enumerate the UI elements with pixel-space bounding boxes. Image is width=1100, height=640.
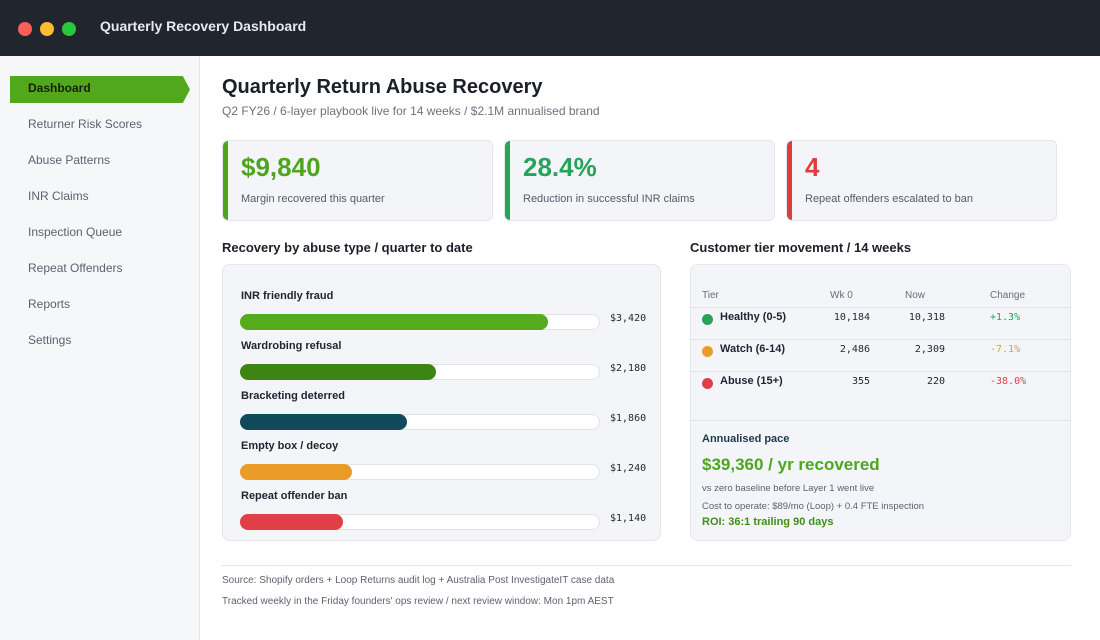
wk0-value: 2,486 (839, 344, 870, 355)
sidebar-item-repeat-offenders[interactable]: Repeat Offenders (28, 261, 123, 275)
recovery-panel: INR friendly fraud $3,420 Wardrobing ref… (222, 264, 661, 541)
bar-fill (240, 364, 436, 380)
status-dot (702, 314, 713, 325)
kpi-accent-bar (223, 141, 228, 220)
status-dot (702, 346, 713, 357)
row-divider (691, 307, 1070, 308)
sidebar-item-inr-claims[interactable]: INR Claims (28, 189, 89, 203)
now-value: 10,318 (908, 312, 945, 323)
bar-label: INR friendly fraud (241, 290, 334, 302)
bar-value: $1,240 (610, 463, 647, 474)
pace-title: Annualised pace (702, 433, 790, 445)
kpi-card-repeat-offenders: 4 Repeat offenders escalated to ban (786, 140, 1057, 221)
sidebar-item-settings[interactable]: Settings (28, 333, 72, 347)
row-divider (691, 371, 1070, 372)
kpi-card-margin-recovered: $9,840 Margin recovered this quarter (222, 140, 493, 221)
wk0-value: 355 (851, 376, 870, 387)
bar-value: $1,860 (610, 413, 647, 424)
tier-name: Healthy (0-5) (720, 311, 787, 323)
sidebar-item-inspection-queue[interactable]: Inspection Queue (28, 225, 123, 239)
kpi-accent-bar (787, 141, 792, 220)
bar-value: $1,140 (610, 513, 647, 524)
column-header-now: Now (905, 290, 926, 301)
now-value: 2,309 (914, 344, 945, 355)
sidebar-item-abuse-patterns[interactable]: Abuse Patterns (28, 153, 111, 167)
pace-note: vs zero baseline before Layer 1 went liv… (702, 483, 875, 494)
recovery-section-title: Recovery by abuse type / quarter to date (222, 240, 473, 255)
bar-value: $2,180 (610, 363, 647, 374)
kpi-value: 28.4% (523, 152, 597, 182)
wk0-value: 10,184 (833, 312, 870, 323)
sidebar-item-returner-risk-scores[interactable]: Returner Risk Scores (28, 117, 143, 131)
kpi-card-inr-reduction: 28.4% Reduction in successful INR claims (504, 140, 775, 221)
minimize-window-button[interactable] (40, 22, 54, 36)
kpi-value: 4 (805, 152, 820, 182)
bar-label: Bracketing deterred (241, 390, 345, 402)
kpi-label: Margin recovered this quarter (241, 193, 385, 205)
row-divider (691, 420, 1070, 421)
title-bar: Quarterly Recovery Dashboard (0, 0, 1100, 56)
pace-roi: ROI: 36:1 trailing 90 days (702, 516, 834, 528)
footer-divider (222, 565, 1071, 566)
bar-value: $3,420 (610, 313, 647, 324)
bar-fill (240, 514, 343, 530)
page-title: Quarterly Return Abuse Recovery (222, 76, 543, 98)
bar-fill (240, 464, 352, 480)
footer-source: Source: Shopify orders + Loop Returns au… (222, 575, 615, 586)
kpi-label: Repeat offenders escalated to ban (805, 193, 973, 205)
bar-label: Empty box / decoy (241, 440, 339, 452)
page-subtitle: Q2 FY26 / 6-layer playbook live for 14 w… (222, 104, 600, 118)
tier-name: Watch (6-14) (720, 343, 785, 355)
sidebar-item-dashboard[interactable]: Dashboard (10, 76, 190, 103)
column-header-tier: Tier (702, 290, 719, 301)
bar-label: Wardrobing refusal (241, 340, 342, 352)
column-header-change: Change (990, 290, 1026, 301)
bar-label: Repeat offender ban (241, 490, 348, 502)
bar-fill (240, 314, 548, 330)
sidebar-item-reports[interactable]: Reports (28, 297, 71, 311)
column-header-wk0: Wk 0 (830, 290, 853, 301)
kpi-value: $9,840 (241, 152, 321, 182)
change-value: -7.1% (990, 344, 1021, 355)
sidebar: Dashboard Returner Risk Scores Abuse Pat… (0, 56, 200, 640)
tier-name: Abuse (15+) (720, 375, 783, 387)
kpi-label: Reduction in successful INR claims (523, 193, 695, 205)
bar-fill (240, 414, 407, 430)
change-value: -38.0% (990, 376, 1027, 387)
now-value: 220 (926, 376, 945, 387)
tier-panel: Tier Wk 0 Now Change Healthy (0-5) 10,18… (690, 264, 1071, 541)
pace-cost-note: Cost to operate: $89/mo (Loop) + 0.4 FTE… (702, 501, 925, 512)
kpi-accent-bar (505, 141, 510, 220)
tier-section-title: Customer tier movement / 14 weeks (690, 240, 912, 255)
footer-tracked: Tracked weekly in the Friday founders' o… (222, 596, 614, 607)
maximize-window-button[interactable] (62, 22, 76, 36)
close-window-button[interactable] (18, 22, 32, 36)
app-title: Quarterly Recovery Dashboard (100, 18, 307, 34)
status-dot (702, 378, 713, 389)
row-divider (691, 339, 1070, 340)
change-value: +1.3% (990, 312, 1021, 323)
pace-value: $39,360 / yr recovered (702, 455, 880, 474)
